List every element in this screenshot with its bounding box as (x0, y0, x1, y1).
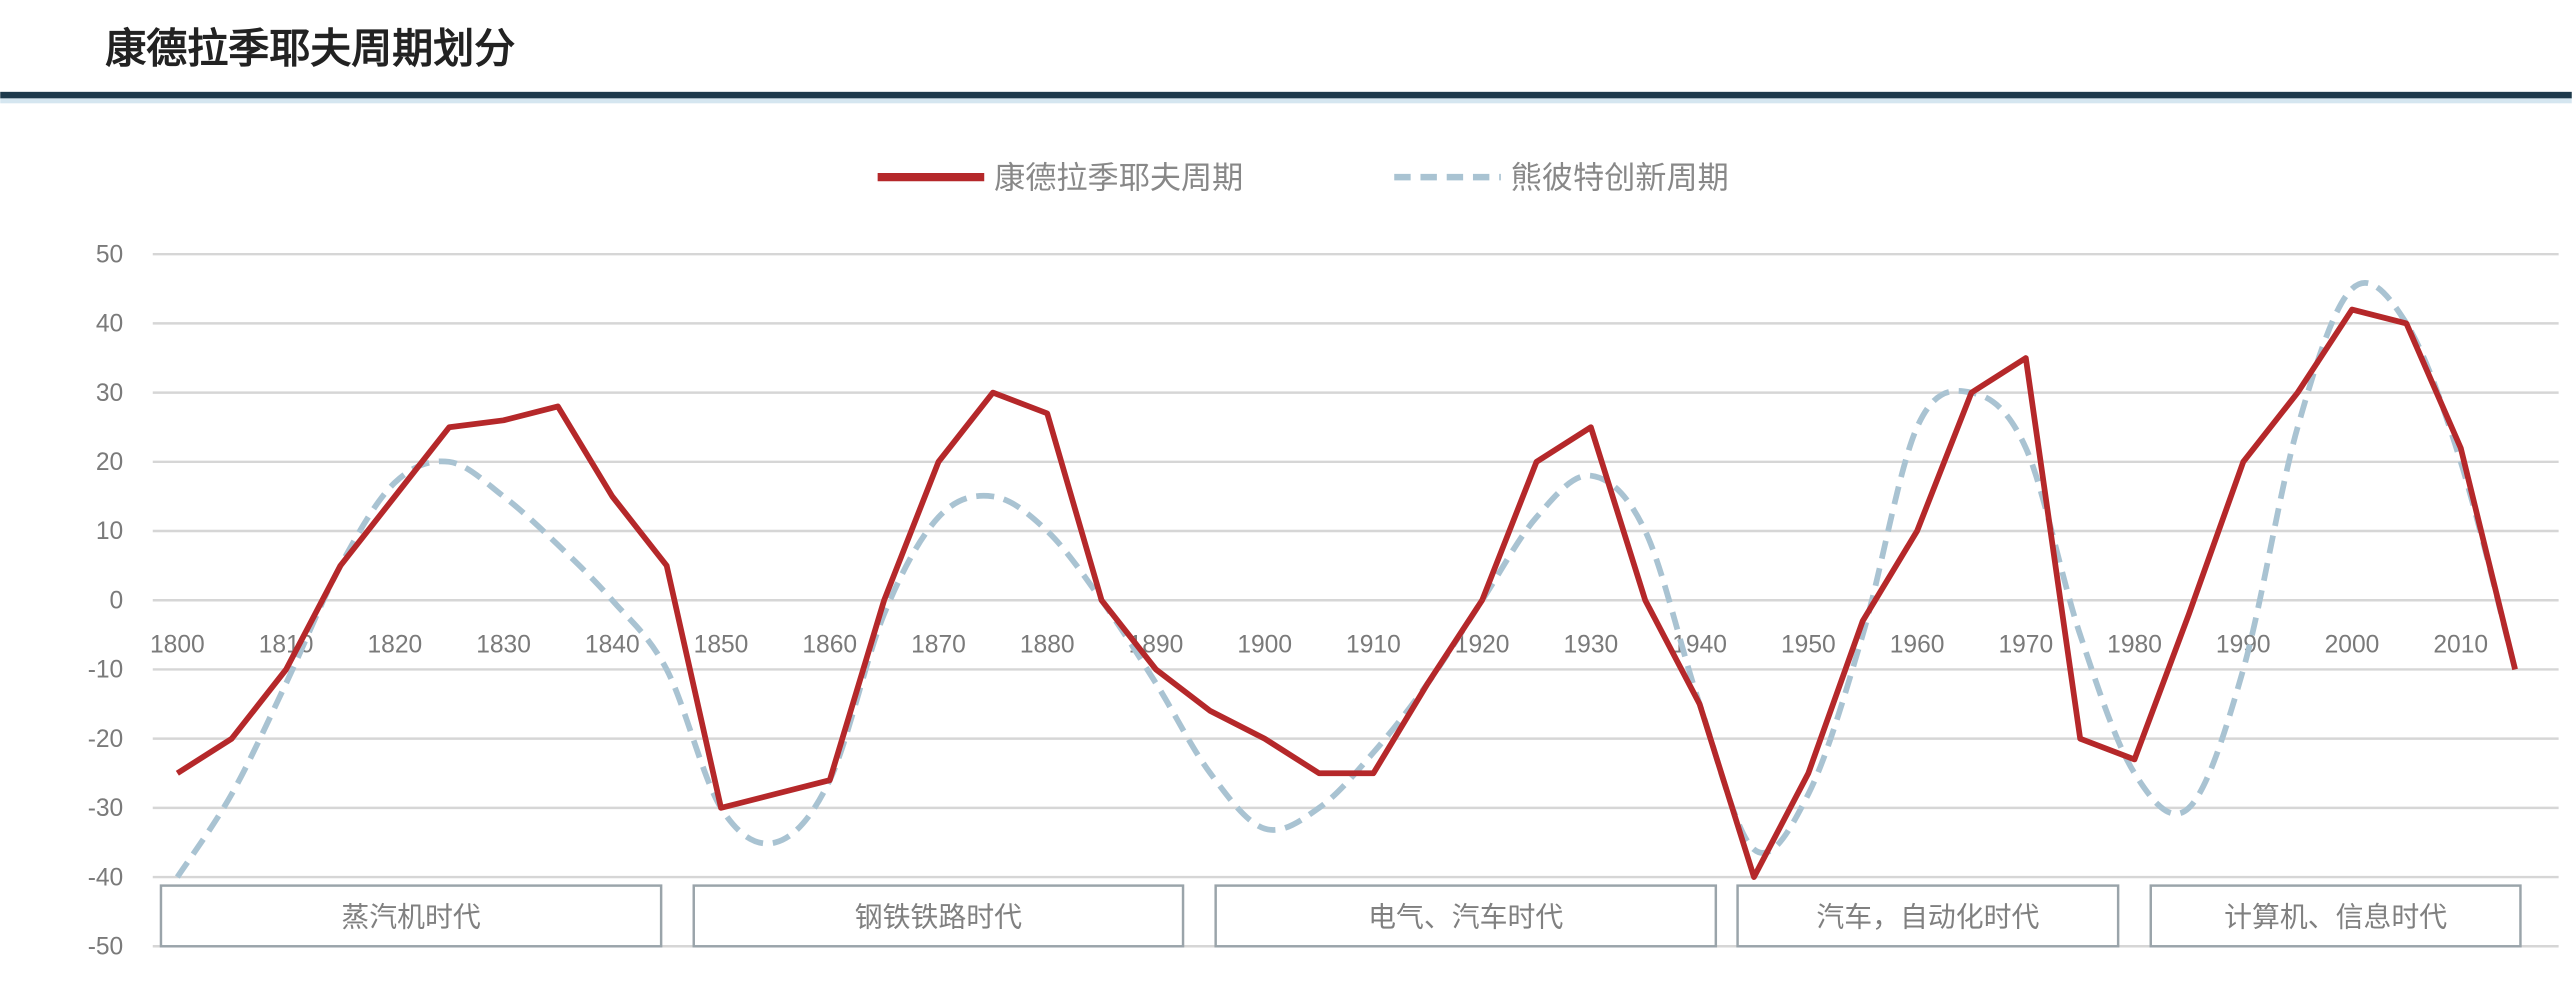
legend-label-schumpeter: 熊彼特创新周期 (1511, 161, 1729, 197)
x-tick-label: 1800 (150, 632, 205, 659)
x-tick-label: 1900 (1237, 632, 1292, 659)
y-tick-label: 0 (110, 587, 124, 614)
era-label: 钢铁铁路时代 (855, 901, 1022, 934)
era-box (159, 884, 663, 948)
era-box (1736, 884, 2120, 948)
y-tick-label: 40 (96, 311, 123, 338)
x-tick-label: 1870 (911, 632, 966, 659)
x-tick-label: 1960 (1890, 632, 1945, 659)
legend-label-kondratiev: 康德拉季耶夫周期 (994, 161, 1243, 197)
x-tick-label: 1880 (1020, 632, 1075, 659)
era-label: 蒸汽机时代 (341, 901, 480, 934)
y-tick-label: -10 (88, 657, 124, 684)
era-box (2149, 884, 2522, 948)
x-tick-label: 1950 (1781, 632, 1836, 659)
series-line-kondratiev (175, 306, 2518, 880)
x-tick-label: 1850 (694, 632, 749, 659)
y-tick-label: -50 (88, 933, 124, 960)
era-label: 汽车，自动化时代 (1816, 901, 2039, 934)
x-tick-label: 1980 (2107, 632, 2162, 659)
era-label: 计算机、信息时代 (2224, 901, 2447, 934)
x-tick-label: 1920 (1455, 632, 1510, 659)
header-rule (0, 91, 2572, 99)
x-tick-label: 2000 (2325, 632, 2380, 659)
legend: 康德拉季耶夫周期 熊彼特创新周期 (877, 161, 1729, 197)
x-tick-label: 1830 (476, 632, 531, 659)
x-tick-label: 1840 (585, 632, 640, 659)
series-line-schumpeter (174, 280, 2518, 879)
y-tick-label: 50 (96, 241, 123, 268)
era-box (1214, 884, 1718, 948)
page-title: 康德拉季耶夫周期划分 (105, 24, 515, 72)
y-tick-label: -30 (88, 795, 124, 822)
x-tick-label: 1860 (802, 632, 857, 659)
y-tick-label: -20 (88, 726, 124, 753)
x-tick-label: 2010 (2433, 632, 2488, 659)
y-tick-label: 10 (96, 518, 123, 545)
x-tick-label: 1910 (1346, 632, 1401, 659)
y-tick-label: 30 (96, 380, 123, 407)
x-tick-label: 1990 (2216, 632, 2271, 659)
y-tick-label: 20 (96, 449, 123, 476)
header-rule-shadow (0, 98, 2572, 104)
era-box (692, 884, 1185, 948)
x-tick-label: 1820 (367, 632, 422, 659)
x-tick-label: 1970 (1998, 632, 2053, 659)
era-label: 电气、汽车时代 (1368, 901, 1563, 934)
x-tick-label: 1930 (1564, 632, 1619, 659)
y-tick-label: -40 (88, 864, 124, 891)
